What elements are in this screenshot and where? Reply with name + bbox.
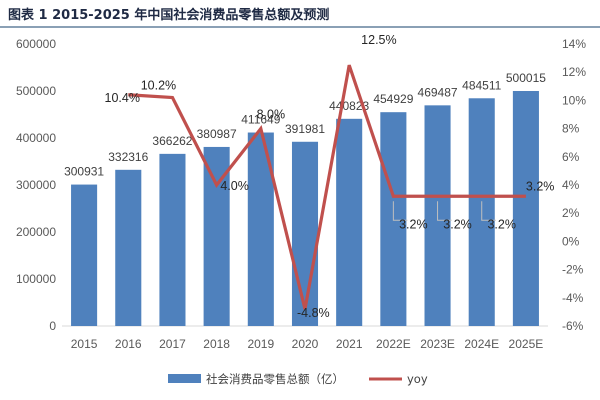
bar xyxy=(336,118,363,326)
bar-value-label: 469487 xyxy=(418,85,458,99)
x-tick-label: 2023E xyxy=(420,337,455,351)
bar-value-label: 484511 xyxy=(462,78,501,92)
bar-series xyxy=(71,90,539,326)
bar xyxy=(291,141,319,326)
x-tick-label: 2020 xyxy=(292,337,319,351)
legend-bar-label: 社会消费品零售总额（亿） xyxy=(206,372,344,386)
right-tick-label: 4% xyxy=(562,178,580,192)
right-tick-label: 6% xyxy=(562,150,580,164)
left-tick-label: 600000 xyxy=(16,37,56,51)
bar-value-label: 332316 xyxy=(108,150,148,164)
bar-value-label: 454929 xyxy=(373,92,413,106)
bar xyxy=(115,169,142,326)
bar-value-label: 300931 xyxy=(64,165,104,179)
x-tick-label: 2019 xyxy=(247,337,274,351)
bar xyxy=(203,146,230,326)
yoy-value-label: 4.0% xyxy=(220,179,249,193)
yoy-value-label: 8.0% xyxy=(257,108,286,122)
right-tick-label: 8% xyxy=(562,122,580,136)
x-tick-label: 2025E xyxy=(509,337,544,351)
x-tick-label: 2021 xyxy=(336,337,363,351)
yoy-value-label: 3.2% xyxy=(526,179,555,193)
title-divider xyxy=(0,26,600,28)
right-tick-label: 12% xyxy=(562,65,586,79)
label-leader xyxy=(392,201,408,221)
bar xyxy=(71,184,98,326)
x-tick-label: 2015 xyxy=(71,337,98,351)
bar-value-label: 411649 xyxy=(241,113,280,127)
bar-value-label: 391981 xyxy=(285,122,325,136)
left-axis: 0 100000 200000 300000 400000 500000 600000 xyxy=(16,37,56,333)
right-axis: -6% -4% -2% 0% 2% 4% 6% 8% 10% 12% 14% xyxy=(562,37,586,333)
yoy-value-label: 3.2% xyxy=(443,217,472,231)
x-tick-label: 2024E xyxy=(464,337,499,351)
yoy-data-labels: 10.4%10.2% 4.0% 8.0% -4.8% 12.5% 3.2% 3.2% 3.2%… xyxy=(105,33,555,320)
yoy-value-label: -4.8% xyxy=(297,306,330,320)
bar xyxy=(512,90,539,326)
yoy-line xyxy=(128,64,526,310)
left-tick-label: 0 xyxy=(49,319,56,333)
right-tick-label: -4% xyxy=(562,291,584,305)
legend-line-label: yoy xyxy=(407,372,428,386)
x-tick-label: 2016 xyxy=(115,337,142,351)
left-tick-label: 500000 xyxy=(16,84,56,98)
legend-bar-swatch xyxy=(168,374,201,383)
yoy-value-label: 12.5% xyxy=(361,33,396,47)
x-tick-label: 2018 xyxy=(203,337,230,351)
bar-value-label: 380987 xyxy=(197,127,237,141)
right-tick-label: 0% xyxy=(562,234,580,248)
left-tick-label: 400000 xyxy=(16,131,56,145)
right-tick-label: 14% xyxy=(562,37,586,51)
bar-value-label: 366262 xyxy=(152,134,192,148)
right-tick-label: 10% xyxy=(562,93,586,107)
yoy-line-series xyxy=(128,64,527,310)
right-tick-label: -2% xyxy=(562,263,584,277)
yoy-value-label: 3.2% xyxy=(399,217,428,231)
right-tick-label: -6% xyxy=(562,319,584,333)
bar-data-labels: 300931 332316 366262 380987 411649 391981 4408… xyxy=(64,71,546,179)
left-tick-label: 200000 xyxy=(16,225,56,239)
label-leader xyxy=(481,201,496,221)
right-tick-label: 2% xyxy=(562,206,580,220)
yoy-value-label: 10.4% xyxy=(105,91,140,105)
label-leader xyxy=(437,201,452,221)
x-tick-label: 2022E xyxy=(376,337,411,351)
yoy-value-label: 10.2% xyxy=(141,79,176,93)
chart-title: 图表 1 2015-2025 年中国社会消费品零售总额及预测 xyxy=(8,7,330,23)
x-axis: 2015 2016 2017 2018 2019 2020 2021 2022E 2023E 20… xyxy=(62,325,548,351)
yoy-value-label: 3.2% xyxy=(487,217,516,231)
x-tick-label: 2017 xyxy=(159,337,186,351)
bar-value-label: 500015 xyxy=(506,71,546,85)
legend: 社会消费品零售总额（亿） yoy xyxy=(168,372,428,386)
left-tick-label: 300000 xyxy=(16,178,56,192)
label-leader-lines xyxy=(392,201,496,221)
bar-value-label: 440823 xyxy=(329,99,369,113)
bar xyxy=(159,153,186,326)
left-tick-label: 100000 xyxy=(16,272,56,286)
